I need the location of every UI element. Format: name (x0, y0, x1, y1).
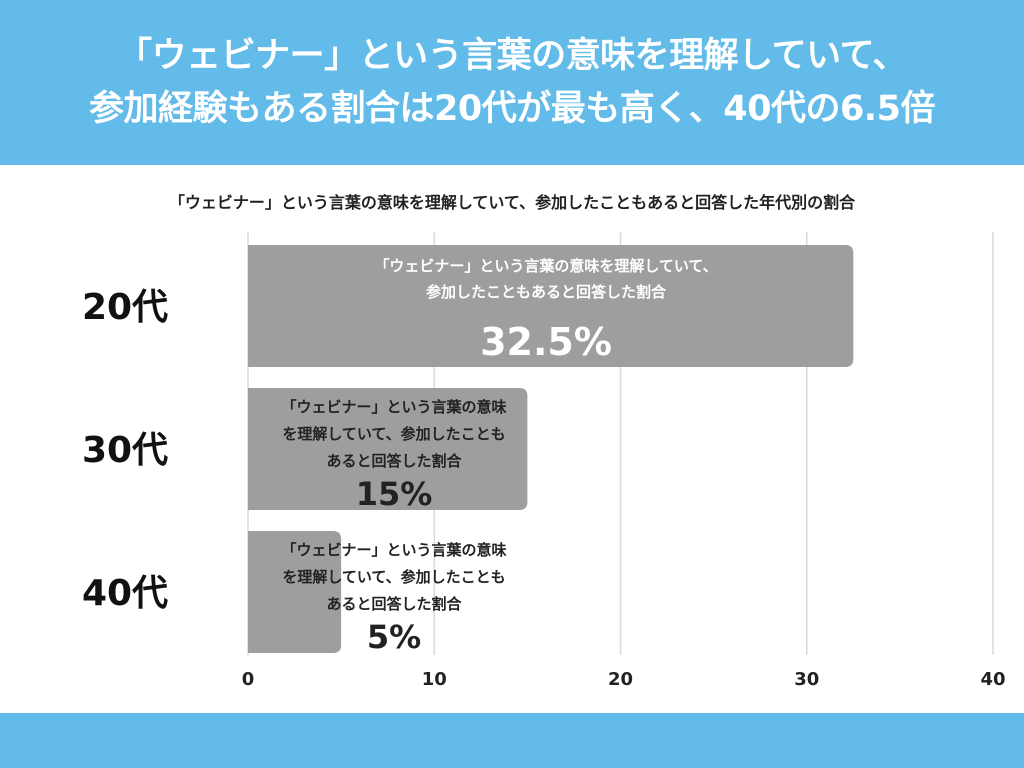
x-tick-label: 20 (608, 669, 633, 690)
bar-value-label: 32.5% (480, 320, 612, 364)
category-label: 40代 (82, 573, 168, 614)
bar (248, 245, 854, 367)
footer-banner (0, 713, 1024, 768)
bar (248, 531, 342, 653)
header-banner: 「ウェビナー」という言葉の意味を理解していて、 参加経験もある割合は20代が最も… (0, 0, 1024, 165)
x-tick-label: 40 (980, 669, 1005, 690)
bar-annotation: 「ウェビナー」という言葉の意味を理解していて、 (374, 257, 717, 275)
bar-annotation: あると回答した割合 (326, 452, 462, 470)
bar-annotation: 「ウェビナー」という言葉の意味 (281, 541, 506, 559)
headline-line-2: 参加経験もある割合は20代が最も高く、40代の6.5倍 (89, 88, 935, 129)
bar (248, 388, 528, 510)
bar-annotation: を理解していて、参加したことも (282, 425, 505, 443)
headline-line-1: 「ウェビナー」という言葉の意味を理解していて、 (117, 35, 907, 76)
x-tick-label: 10 (422, 669, 447, 690)
x-tick-label: 0 (242, 669, 255, 690)
x-tick-label: 30 (794, 669, 819, 690)
bar-annotation: を理解していて、参加したことも (282, 568, 505, 586)
bar-value-label: 15% (356, 475, 433, 513)
bar-value-label: 5% (367, 618, 421, 656)
category-label: 30代 (82, 430, 168, 471)
bar-annotation: 参加したこともあると回答した割合 (426, 283, 667, 301)
chart-subtitle: 「ウェビナー」という言葉の意味を理解していて、参加したこともあると回答した年代別… (168, 193, 856, 212)
bar-annotation: 「ウェビナー」という言葉の意味 (281, 398, 506, 416)
category-label: 20代 (82, 287, 168, 328)
bar-annotation: あると回答した割合 (326, 595, 462, 613)
